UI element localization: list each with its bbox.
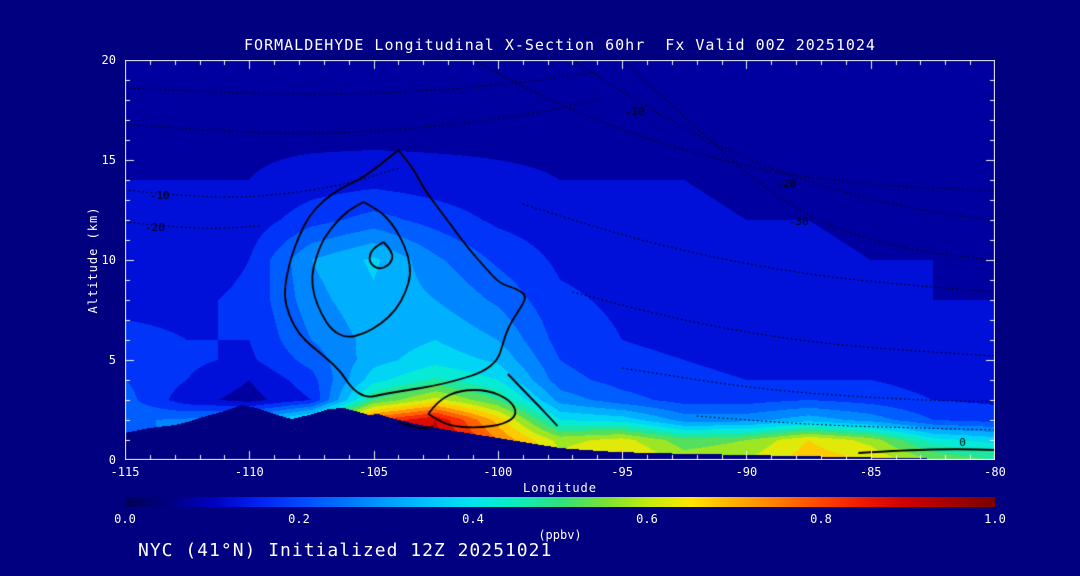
colorbar-tick-label: 0.8 <box>810 512 832 526</box>
colorbar-tick-label: 0.2 <box>288 512 310 526</box>
x-tick-label: -85 <box>859 465 882 479</box>
x-tick-label: -110 <box>234 465 264 479</box>
colorbar-tick-label: 0.6 <box>636 512 658 526</box>
y-tick-label: 0 <box>108 453 116 467</box>
x-tick-label: -90 <box>735 465 758 479</box>
y-tick-label: 5 <box>108 353 116 367</box>
x-tick-label: -95 <box>611 465 633 479</box>
colorbar-tick-label: 0.0 <box>114 512 136 526</box>
x-tick-label: -80 <box>984 465 1006 479</box>
x-axis-label: Longitude <box>522 481 598 495</box>
colorbar-units: (ppbv) <box>538 528 582 542</box>
heatmap-canvas <box>125 60 995 460</box>
y-tick-label: 15 <box>101 153 116 167</box>
x-tick-label: -105 <box>359 465 389 479</box>
colorbar-tick-label: 1.0 <box>984 512 1006 526</box>
colorbar-tick-label: 0.4 <box>462 512 484 526</box>
init-annotation: NYC (41°N) Initialized 12Z 20251021 <box>138 540 553 561</box>
y-tick-label: 20 <box>101 53 116 67</box>
chart-title: FORMALDEHYDE Longitudinal X-Section 60hr… <box>244 36 876 54</box>
x-tick-label: -115 <box>110 465 140 479</box>
y-tick-label: 10 <box>101 253 116 267</box>
x-tick-label: -100 <box>483 465 513 479</box>
colorbar <box>125 497 995 507</box>
